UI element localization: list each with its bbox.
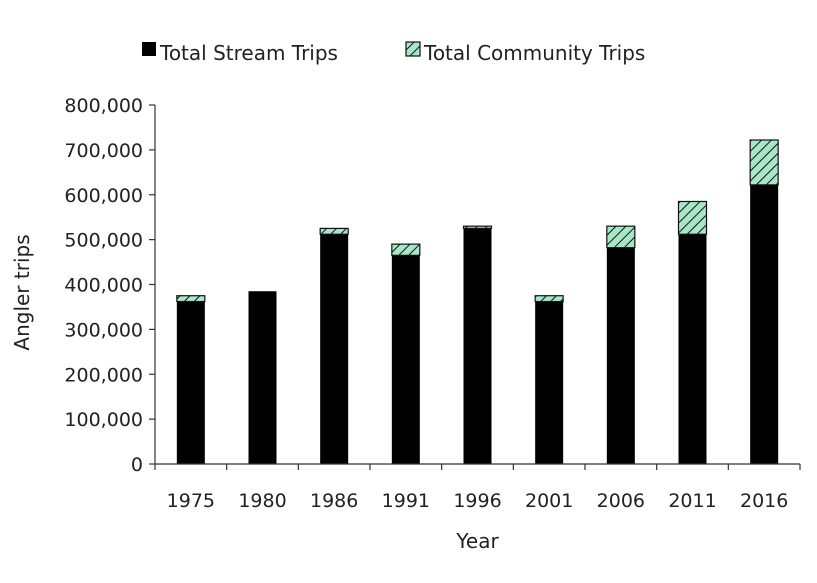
bars	[176, 139, 779, 464]
y-tick-label: 0	[131, 454, 143, 476]
y-tick-label: 800,000	[64, 95, 143, 117]
bar-community-trips	[677, 200, 708, 235]
bar-stream-trips	[176, 301, 205, 464]
x-tick-label: 2016	[740, 490, 788, 512]
y-tick-label: 600,000	[64, 185, 143, 207]
bar-stream-trips	[535, 301, 564, 464]
bar-community-trips	[749, 139, 779, 186]
y-tick-label: 500,000	[64, 230, 143, 252]
legend-label-community: Total Community Trips	[423, 41, 645, 65]
legend-swatch-stream	[142, 42, 156, 56]
bar-stream-trips	[320, 234, 349, 464]
legend: Total Stream Trips Total Community Trips	[142, 41, 645, 65]
bar-community-trips	[606, 225, 636, 249]
x-tick-label: 1975	[167, 490, 215, 512]
bar-stream-trips	[463, 228, 492, 464]
bar-stream-trips	[606, 247, 635, 464]
bar-stream-trips	[248, 291, 277, 464]
bar-stream-trips	[391, 255, 420, 464]
y-axis-title: Angler trips	[10, 234, 34, 350]
x-tick-label: 1986	[310, 490, 358, 512]
x-axis-ticks: 1975 1980 1986 1991 1996 2001 2006 2011 2016	[154, 464, 801, 512]
x-tick-label: 2006	[597, 490, 645, 512]
bar-community-trips	[176, 295, 206, 303]
y-tick-label: 300,000	[64, 319, 143, 341]
legend-label-stream: Total Stream Trips	[159, 41, 338, 65]
y-tick-label: 100,000	[64, 409, 143, 431]
x-tick-label: 1980	[238, 490, 286, 512]
x-tick-label: 2011	[668, 490, 716, 512]
y-tick-label: 200,000	[64, 364, 143, 386]
bar-community-trips	[462, 225, 493, 230]
bar-community-trips	[534, 295, 564, 303]
y-tick-label: 400,000	[64, 275, 143, 297]
x-tick-label: 1996	[453, 490, 501, 512]
bar-stream-trips	[750, 184, 779, 464]
y-axis-ticks: 0 100,000 200,000 300,000 400,000 500,000 600,…	[64, 95, 155, 476]
bar-community-trips	[391, 243, 421, 256]
bar-stream-trips	[678, 234, 707, 464]
y-tick-label: 700,000	[64, 140, 143, 162]
bar-community-trips	[319, 227, 349, 235]
x-axis-title: Year	[455, 529, 499, 553]
x-tick-label: 2001	[525, 490, 573, 512]
x-tick-label: 1991	[382, 490, 430, 512]
legend-swatch-community	[405, 41, 421, 57]
